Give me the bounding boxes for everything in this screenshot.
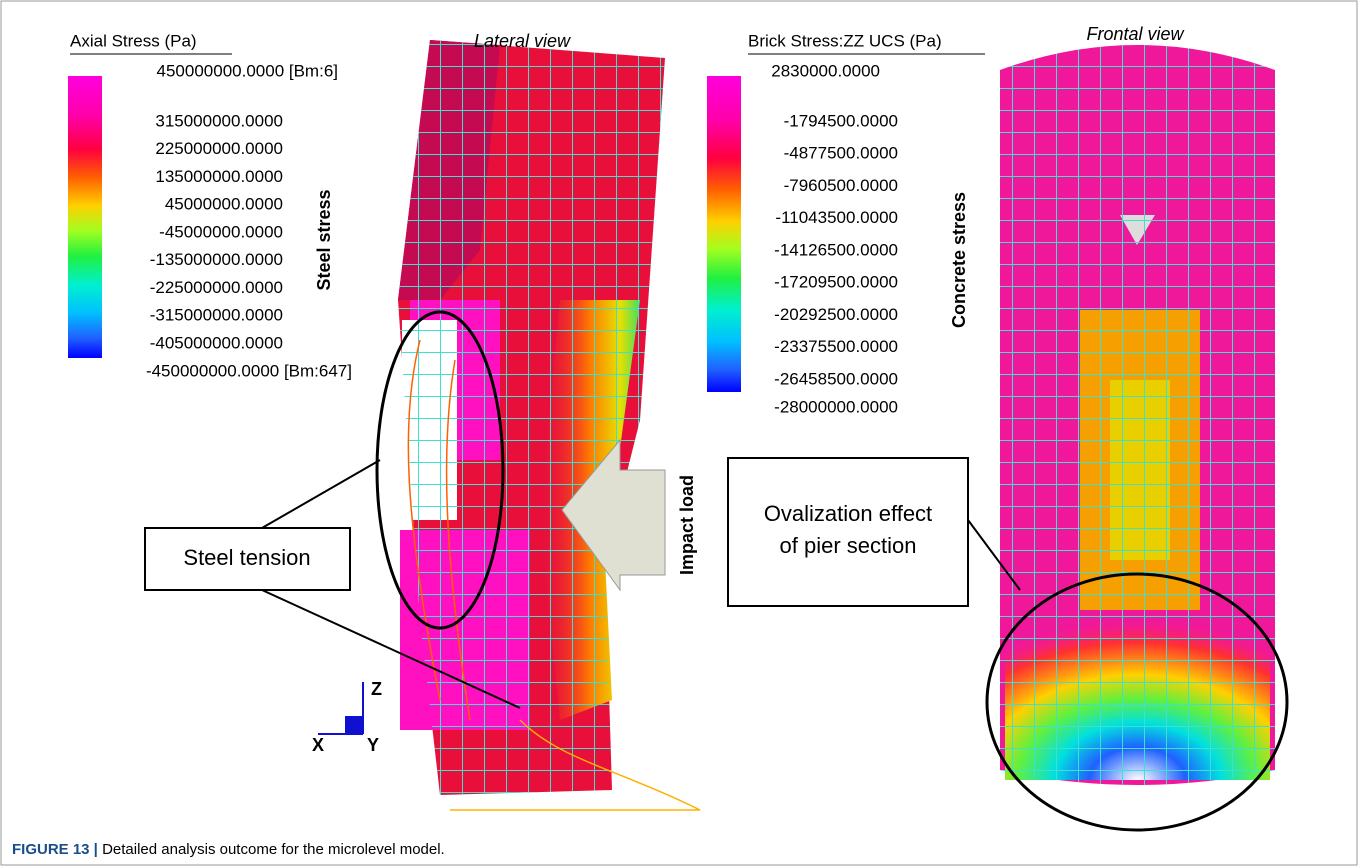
legend-label: -17209500.0000 <box>774 273 898 292</box>
legend-labels: 2830000.0000 -1794500.0000 -4877500.0000 -7… <box>771 61 898 416</box>
legend-label: -7960500.0000 <box>784 176 898 195</box>
legend-label: 135000000.0000 <box>155 167 283 186</box>
axis-triad <box>318 682 363 734</box>
impact-label: Impact load <box>677 475 697 575</box>
legend-label: -4877500.0000 <box>784 144 898 163</box>
lateral-model <box>398 40 700 810</box>
callout-text: Steel tension <box>183 545 310 570</box>
view-title: Frontal view <box>1086 24 1184 44</box>
legend-label: 225000000.0000 <box>155 139 283 158</box>
frontal-model <box>1000 45 1275 785</box>
legend-label: -135000000.0000 <box>150 250 283 269</box>
legend-label: -315000000.0000 <box>150 306 283 325</box>
side-label: Concrete stress <box>949 192 969 328</box>
legend-label: -11043500.0000 <box>775 208 898 227</box>
caption-text: Detailed analysis outcome for the microl… <box>102 841 445 858</box>
side-label: Steel stress <box>314 189 334 290</box>
legend-label: -225000000.0000 <box>150 278 283 297</box>
callout-text: of pier section <box>780 533 917 558</box>
legend-label: 315000000.0000 <box>155 111 283 130</box>
legend-label: -28000000.0000 <box>774 397 898 416</box>
caption: FIGURE 13 | Detailed analysis outcome fo… <box>12 841 445 858</box>
view-title: Lateral view <box>474 31 571 51</box>
legend-label: 2830000.0000 <box>771 61 880 80</box>
axis-letter: X <box>312 735 324 755</box>
figure: Axial Stress (Pa) 450000000.0000 [Bm:6] 3… <box>0 0 1358 866</box>
legend-label: -405000000.0000 <box>150 333 283 352</box>
axis-letter: Y <box>367 735 379 755</box>
legend-label: -1794500.0000 <box>784 111 898 130</box>
legend-title: Axial Stress (Pa) <box>70 31 197 50</box>
callout-text: Ovalization effect <box>764 501 932 526</box>
legend-label: -26458500.0000 <box>774 369 898 388</box>
caption-label: FIGURE 13 | <box>12 841 98 858</box>
legend-label: -23375500.0000 <box>774 337 898 356</box>
legend-label: -20292500.0000 <box>774 305 898 324</box>
color-bar <box>707 76 741 392</box>
legend-label: -450000000.0000 [Bm:647] <box>146 361 352 380</box>
legend-label: 450000000.0000 [Bm:6] <box>157 61 338 80</box>
legend-label: 45000000.0000 <box>165 195 283 214</box>
legend-label: -45000000.0000 <box>159 222 283 241</box>
axis-letter: Z <box>371 679 382 699</box>
legend-label: -14126500.0000 <box>774 240 898 259</box>
legend-title: Brick Stress:ZZ UCS (Pa) <box>748 31 942 50</box>
color-bar <box>68 76 102 358</box>
